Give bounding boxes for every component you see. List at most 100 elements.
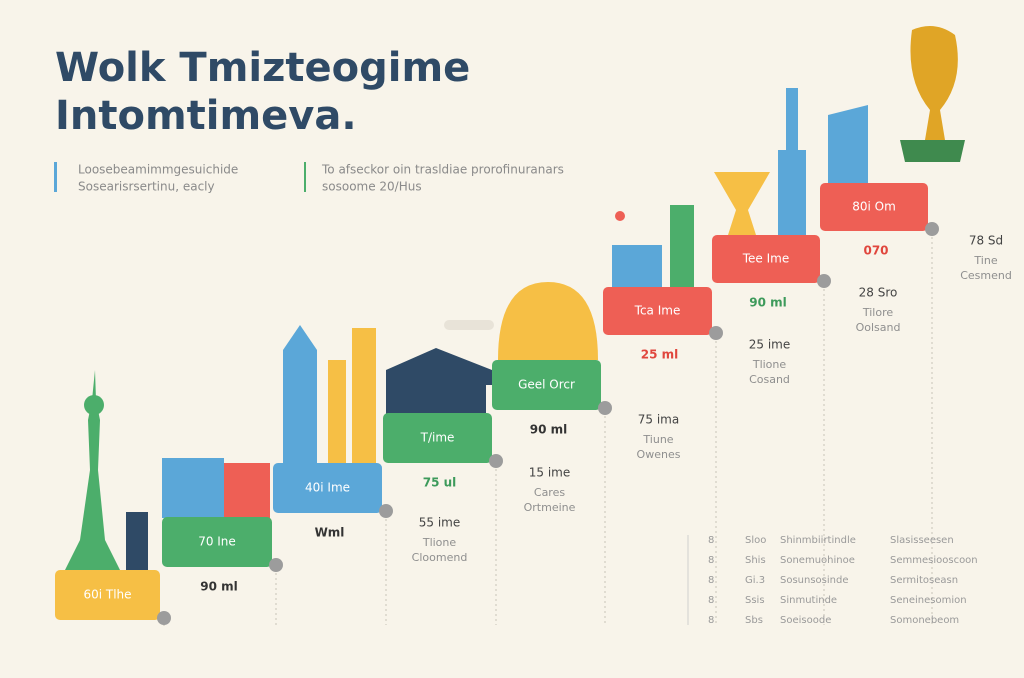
- step-dot: [925, 222, 939, 236]
- step-amount: Wml: [315, 526, 345, 540]
- skyscraper: [352, 328, 376, 465]
- temple-roof: [386, 348, 492, 385]
- cloud: [444, 320, 494, 330]
- step-note: Tiune: [642, 433, 673, 446]
- table-cell: Sosunsosinde: [780, 575, 849, 586]
- step-label: T/ime: [420, 431, 455, 445]
- step-box: [820, 183, 928, 231]
- step-note: Oolsand: [856, 321, 901, 334]
- building: [126, 512, 148, 570]
- step-dot: [157, 611, 171, 625]
- step-box: [273, 463, 382, 513]
- step-note: Tlione: [752, 358, 787, 371]
- buildings: [65, 26, 965, 570]
- spire: [786, 88, 798, 150]
- step-amount: 90 ml: [749, 296, 787, 310]
- table-cell: Seneinesomion: [890, 595, 967, 606]
- step-dot: [598, 401, 612, 415]
- table-cell: Gi.3: [745, 575, 765, 586]
- step-dot: [379, 504, 393, 518]
- step-box: [603, 287, 712, 335]
- step-label: Geel Orcr: [518, 378, 575, 392]
- table-cell: Shis: [745, 555, 766, 566]
- step-label: Tee Ime: [742, 252, 789, 266]
- dome: [498, 282, 598, 360]
- building: [162, 458, 224, 518]
- table-cell: 8: [708, 555, 714, 566]
- step-label: Tca Ime: [634, 304, 681, 318]
- step-amount: 070: [863, 244, 888, 258]
- intro-bar: [304, 162, 306, 192]
- title-line: Wolk Tmizteogime: [55, 45, 470, 91]
- intro-text: Sosearisrsertinu, eacly: [78, 180, 215, 194]
- step-note: Ortmeine: [524, 501, 576, 514]
- step-note: Cesmend: [960, 269, 1012, 282]
- table-cell: 8: [708, 595, 714, 606]
- skyscraper: [328, 360, 346, 465]
- step-dot: [489, 454, 503, 468]
- steps: 60i Tlhe 70 Ine 90 ml 40i Ime Wml 55 ime Tlion…: [55, 183, 1012, 626]
- step-label: 60i Tlhe: [83, 588, 131, 602]
- skyscraper: [670, 205, 694, 287]
- step-label: 80i Om: [852, 200, 896, 214]
- step-box: [55, 570, 160, 620]
- trophy-base: [900, 140, 965, 162]
- table-cell: Sermitoseasn: [890, 575, 958, 586]
- tower-ball: [84, 395, 104, 415]
- step-time: 25 ime: [749, 338, 791, 352]
- table-cell: Sinmutinde: [780, 595, 837, 606]
- step-note: Cosand: [749, 373, 790, 386]
- step-time: 55 ime: [419, 516, 461, 530]
- step-box: [162, 517, 272, 567]
- trophy: [910, 26, 958, 140]
- temple: [386, 385, 486, 415]
- step-dot: [269, 558, 283, 572]
- step-note: Tlione: [422, 536, 457, 549]
- table-cell: Sonemuohinoe: [780, 555, 855, 566]
- step-note: Tilore: [862, 306, 894, 319]
- skyscraper-top: [283, 325, 317, 350]
- skyscraper: [828, 105, 868, 183]
- step-label: 70 Ine: [198, 535, 236, 549]
- intro-text: To afseckor oin trasldiae prorofinuranar…: [321, 163, 564, 177]
- step-time: 15 ime: [529, 466, 571, 480]
- table-cell: 8: [708, 575, 714, 586]
- step-note: Tine: [973, 254, 997, 267]
- step-amount: 90 ml: [530, 423, 568, 437]
- step-box: [712, 235, 820, 283]
- intro-text: sosoome 20/Hus: [322, 180, 422, 194]
- step-dot: [709, 326, 723, 340]
- title-line: Intomtimeva.: [55, 93, 357, 139]
- table-cell: Ssis: [745, 595, 765, 606]
- table-cell: Soeisoode: [780, 615, 831, 626]
- table-cell: 8: [708, 615, 714, 626]
- legend-table: 8 Sloo Shinmbiirtindle Slasisseesen 8 Shis Son…: [687, 535, 978, 626]
- step-amount: 75 ul: [423, 476, 457, 490]
- step-label: 40i Ime: [305, 481, 350, 495]
- table-cell: Somonebeom: [890, 615, 959, 626]
- table-cell: 8: [708, 535, 714, 546]
- step-amount: 90 ml: [200, 580, 238, 594]
- step-dot: [817, 274, 831, 288]
- table-cell: Sbs: [745, 615, 763, 626]
- step-box: [383, 413, 492, 463]
- tower: [65, 370, 120, 570]
- table-cell: Sloo: [745, 535, 766, 546]
- building: [224, 463, 270, 518]
- step-time: 75 ima: [638, 413, 679, 427]
- building: [612, 245, 662, 287]
- step-time: 28 Sro: [859, 286, 898, 300]
- step-time: 78 Sd: [969, 234, 1003, 248]
- table-cell: Shinmbiirtindle: [780, 535, 856, 546]
- step-note: Cloomend: [412, 551, 468, 564]
- step-note: Owenes: [637, 448, 681, 461]
- skyscraper: [778, 150, 806, 235]
- step-box: [492, 360, 601, 410]
- monument: [714, 172, 770, 235]
- intro-bar: [54, 162, 57, 192]
- step-note: Cares: [534, 486, 565, 499]
- step-amount: 25 ml: [641, 348, 679, 362]
- skyscraper: [283, 350, 317, 465]
- spire-ball: [615, 211, 625, 221]
